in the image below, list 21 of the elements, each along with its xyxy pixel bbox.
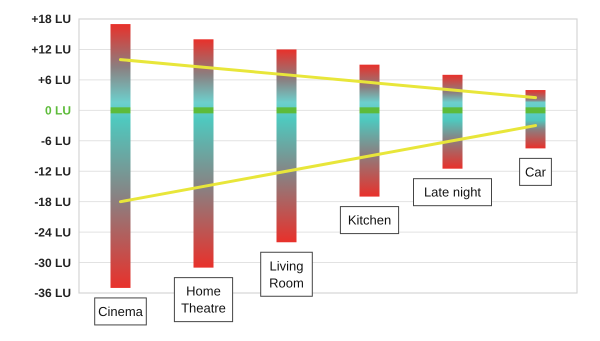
y-tick-label: -12 LU (34, 164, 71, 178)
x-tick-label: Cinema (98, 304, 144, 319)
y-tick-label: 0 LU (44, 104, 71, 118)
line-series (119, 58, 537, 100)
y-tick-label: -18 LU (34, 194, 71, 209)
x-tick-label: Late night (424, 184, 482, 200)
y-tick-label: -6 LU (41, 134, 71, 148)
x-tick-label: Living Room (269, 258, 304, 290)
x-tick-label: Home Theatre (181, 284, 226, 316)
bar (194, 39, 214, 268)
y-tick-label: -30 LU (34, 256, 71, 270)
bar (276, 49, 296, 242)
bar (360, 64, 380, 197)
y-tick-label: -24 LU (34, 225, 71, 240)
y-tick-label: +12 LU (31, 42, 71, 57)
x-tick-label: Car (525, 164, 547, 180)
x-tick-label: Kitchen (348, 212, 392, 228)
y-tick-label: -36 LU (34, 286, 71, 300)
y-tick-label: +6 LU (38, 73, 71, 88)
bar (110, 24, 130, 288)
y-tick-label: +18 LU (31, 12, 71, 26)
